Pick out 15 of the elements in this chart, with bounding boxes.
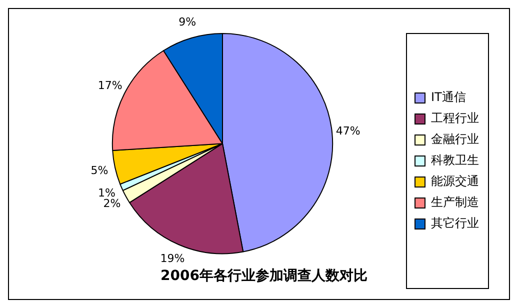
legend-label: 科教卫生	[431, 153, 479, 168]
legend-label: 工程行业	[431, 111, 479, 126]
legend-label: 能源交通	[431, 174, 479, 188]
legend-label: 生产制造	[431, 195, 479, 210]
data-label: 19%	[160, 252, 185, 266]
data-label: 1%	[98, 186, 116, 200]
text: 2006年各行业参加调查人数对比	[160, 267, 368, 284]
data-label: 5%	[90, 164, 108, 177]
legend-label: IT通信	[431, 90, 466, 104]
data-label: 17%	[98, 79, 122, 92]
legend-label: 金融行业	[431, 132, 479, 146]
data-label: 9%	[178, 15, 196, 28]
data-label: 2%	[103, 197, 121, 210]
data-label: 47%	[336, 124, 360, 138]
legend-label: 其它行业	[431, 216, 479, 230]
